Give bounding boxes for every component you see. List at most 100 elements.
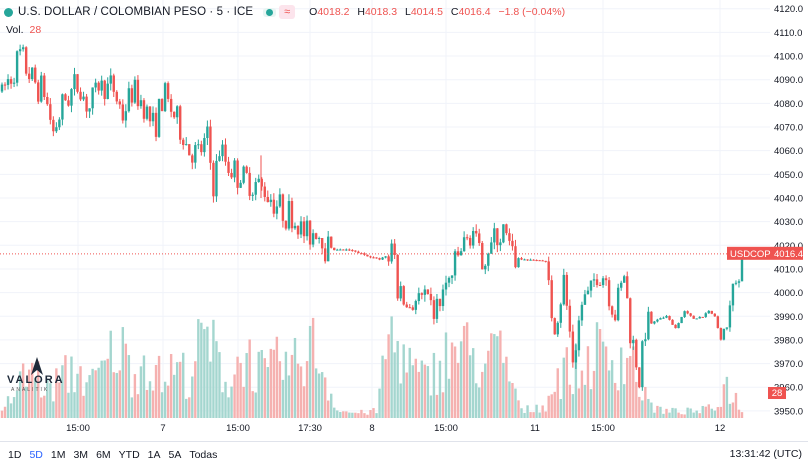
utc-clock[interactable]: 13:31:42 (UTC) (729, 448, 802, 460)
candle-body (112, 75, 115, 92)
candle-body (695, 318, 698, 320)
timeframe-selector: 1D 5D 1M 3M 6M YTD 1A 5A Todas (0, 449, 217, 461)
volume-bar (314, 368, 318, 418)
approx-swap-icon[interactable]: ≈ (279, 5, 296, 19)
volume-bar (484, 363, 487, 418)
candle-body (323, 248, 327, 262)
volume-bar (27, 369, 31, 418)
candle-body (384, 256, 387, 258)
symbol-title[interactable]: U.S. DOLLAR / COLOMBIAN PESO · 5 · ICE (18, 6, 254, 18)
volume-bar (284, 351, 288, 418)
candle-body (242, 166, 245, 183)
volume-bar (677, 412, 680, 418)
timeframe-5d[interactable]: 5D (29, 449, 43, 461)
volume-bar (182, 352, 185, 418)
volume-bar (662, 413, 665, 418)
volume-bar (601, 341, 605, 418)
candle-body (526, 259, 529, 261)
volume-bar (348, 412, 351, 418)
volume-bar (725, 376, 729, 418)
volume-bar (701, 405, 704, 418)
candle-body (31, 67, 34, 80)
volume-bar (200, 322, 203, 418)
volume-bar (647, 398, 650, 418)
volume-bar (0, 410, 4, 418)
candle-body (704, 313, 707, 317)
volume-bar (311, 317, 315, 418)
candle-body (613, 314, 617, 321)
volume-bar (653, 412, 656, 418)
candle-body (520, 258, 523, 260)
volume-bar (429, 395, 433, 418)
volume-bar (296, 363, 300, 418)
candle-body (623, 276, 626, 283)
candle-body (577, 320, 581, 351)
volume-bar (320, 372, 324, 418)
candle-body (671, 319, 674, 325)
candle-body (644, 339, 647, 342)
candle-body (719, 327, 723, 340)
time-axis[interactable]: 15:00 7 15:00 17:30 8 15:00 11 15:00 12 (66, 423, 725, 434)
valora-logo: VALORA ANALITIK (7, 356, 67, 396)
volume-bar (668, 412, 671, 418)
candle-body (227, 161, 230, 173)
volume-bar (139, 366, 143, 418)
timeframe-6m[interactable]: 6M (96, 449, 111, 461)
timeframe-ytd[interactable]: YTD (118, 449, 140, 461)
timeframe-1d[interactable]: 1D (8, 449, 22, 461)
timeframe-3m[interactable]: 3M (73, 449, 89, 461)
logo-mark-icon (31, 357, 43, 375)
volume-bar (623, 384, 626, 418)
high-value: 4018.3 (364, 6, 398, 18)
candle-body (345, 249, 348, 251)
candle-body (269, 199, 273, 203)
candle-body (73, 74, 76, 90)
candle-body (64, 94, 67, 101)
candle-body (417, 293, 421, 302)
volume-bar (299, 366, 303, 418)
volume-bar (402, 344, 405, 418)
candle-body (245, 166, 248, 173)
volume-bar (438, 360, 442, 418)
volume-bar (420, 360, 424, 418)
volume-bar (547, 395, 550, 418)
candle-body (281, 194, 285, 221)
price-tick-label: 4040.0 (774, 193, 803, 204)
volume-bar (626, 357, 629, 418)
candle-body (541, 260, 544, 262)
market-open-dot-icon[interactable] (263, 7, 277, 17)
candle-body (444, 282, 448, 290)
volume-bar (493, 334, 496, 418)
volume-bar (366, 414, 369, 418)
candlesticks (0, 44, 744, 391)
volume-bar (716, 407, 720, 418)
volume-bar (731, 402, 735, 418)
price-tick-label: 4050.0 (774, 170, 803, 181)
candle-body (287, 201, 291, 229)
candle-body (429, 293, 433, 301)
candle-body (680, 317, 683, 324)
candle-body (626, 276, 629, 299)
volume-bar (553, 391, 556, 418)
volume-bar (592, 370, 596, 418)
timeframe-1a[interactable]: 1A (147, 449, 161, 461)
time-tick-label: 11 (530, 423, 540, 434)
volume-bar (550, 394, 553, 418)
timeframe-1m[interactable]: 1M (50, 449, 66, 461)
candle-body (393, 243, 396, 255)
volume-bar (206, 326, 209, 418)
candle-body (308, 220, 312, 245)
candle-body (517, 258, 520, 268)
volume-bar (671, 407, 674, 418)
candle-body (514, 246, 517, 268)
timeframe-5a[interactable]: 5A (168, 449, 182, 461)
volume-bar (499, 330, 502, 418)
price-axis[interactable]: 4120.0 4110.0 4100.0 4090.0 4080.0 4070.0 4060… (774, 4, 803, 417)
volume-bar (435, 394, 439, 418)
timeframe-todas[interactable]: Todas (189, 449, 218, 461)
change-value: −1.8 (−0.04%) (498, 6, 566, 18)
volume-bar (595, 322, 599, 418)
candle-body (396, 254, 399, 299)
volume-bar (6, 396, 10, 418)
